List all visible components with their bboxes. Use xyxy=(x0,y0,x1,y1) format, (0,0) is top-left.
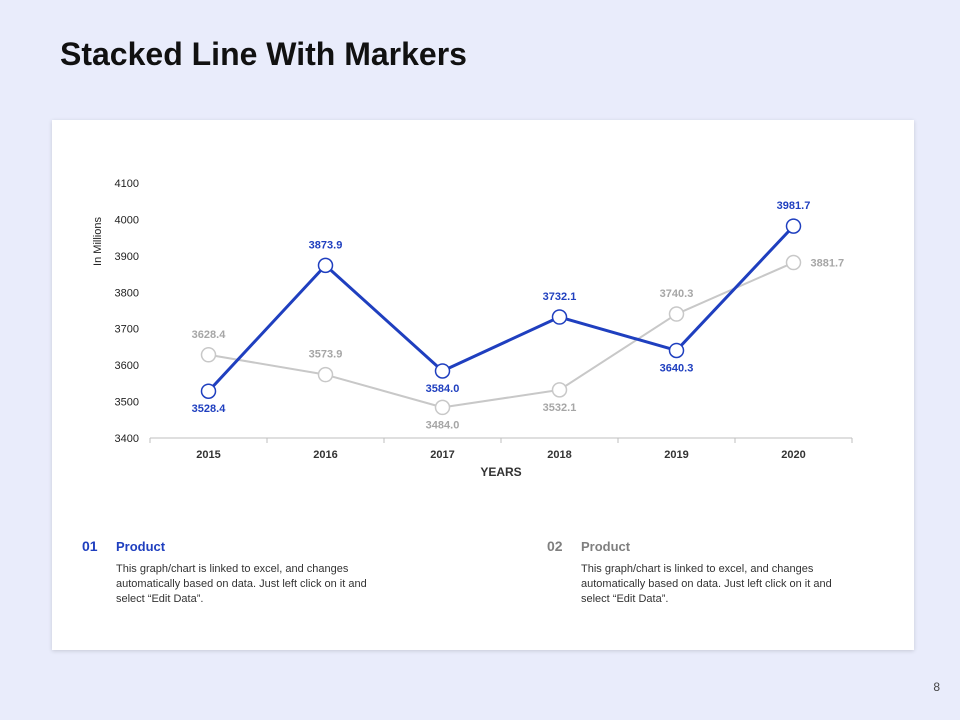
x-tick-label: 2016 xyxy=(313,449,337,461)
series-2-data-label: 3881.7 xyxy=(811,258,845,270)
series-2-data-label: 3532.1 xyxy=(543,402,577,414)
series-2-marker xyxy=(200,347,217,363)
series-1-marker xyxy=(200,383,217,399)
series-2-line xyxy=(208,261,794,409)
series-1-data-label: 3873.9 xyxy=(309,239,343,251)
series-2-data-label: 3740.3 xyxy=(660,288,694,300)
product-2-number: 02 xyxy=(547,538,563,554)
line-chart[interactable]: 3400 3500 3600 3700 3800 3900 4000 4100 In Milli… xyxy=(52,120,914,520)
chart-card: 3400 3500 3600 3700 3800 3900 4000 4100 In Milli… xyxy=(52,120,914,650)
series-1-data-label: 3732.1 xyxy=(543,291,577,303)
series-1-data-label: 3584.0 xyxy=(426,383,460,395)
series-1-marker xyxy=(434,363,451,379)
series-2-marker xyxy=(434,399,451,416)
product-1-number: 01 xyxy=(82,538,98,554)
y-tick-label: 4000 xyxy=(115,214,139,226)
series-2-marker xyxy=(668,306,685,322)
product-1-name: Product xyxy=(116,539,166,554)
series-2-marker xyxy=(317,366,334,383)
y-tick-label: 3900 xyxy=(115,251,139,263)
y-tick-label: 3800 xyxy=(115,287,139,299)
y-tick-label: 3400 xyxy=(115,433,139,445)
product-2-description: This graph/chart is linked to excel, and… xyxy=(581,563,832,605)
x-axis-title: YEARS xyxy=(480,465,521,479)
slide-title: Stacked Line With Markers xyxy=(60,36,467,72)
x-tick-label: 2020 xyxy=(781,449,805,461)
series-1-marker xyxy=(785,218,802,234)
series-1-data-label: 3981.7 xyxy=(777,200,811,212)
y-tick-label: 4100 xyxy=(115,178,139,190)
product-1-description: This graph/chart is linked to excel, and… xyxy=(116,563,367,605)
y-tick-label: 3600 xyxy=(115,360,139,372)
y-tick-label: 3500 xyxy=(115,397,139,409)
series-1-line xyxy=(207,225,795,393)
series-2-data-label: 3628.4 xyxy=(192,329,227,341)
y-tick-label: 3700 xyxy=(115,324,139,336)
x-tick-label: 2017 xyxy=(430,449,454,461)
series-2-marker xyxy=(551,382,568,398)
series-1-marker xyxy=(551,309,568,325)
series-1-marker xyxy=(317,257,334,274)
page-number: 8 xyxy=(933,680,940,694)
x-tick-label: 2019 xyxy=(664,449,688,461)
series-1-data-label: 3640.3 xyxy=(660,362,694,374)
x-tick-label: 2018 xyxy=(547,449,571,461)
product-2-name: Product xyxy=(581,539,631,554)
series-2-marker xyxy=(785,254,802,271)
y-axis-title: In Millions xyxy=(92,217,104,266)
x-tick-label: 2015 xyxy=(196,449,220,461)
series-1-marker xyxy=(668,342,685,359)
series-1-data-label: 3528.4 xyxy=(192,403,227,415)
series-2-data-label: 3573.9 xyxy=(309,349,343,361)
series-2-data-label: 3484.0 xyxy=(426,419,460,431)
